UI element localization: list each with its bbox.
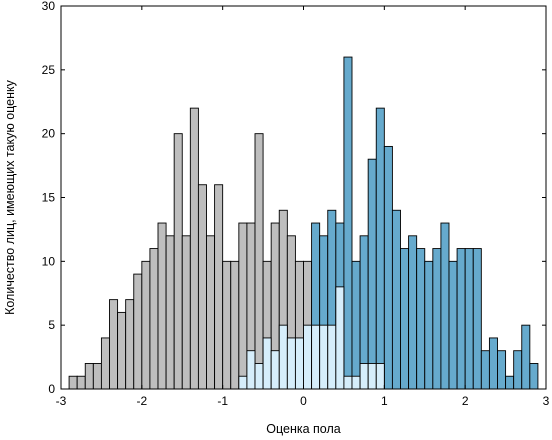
histogram-bar xyxy=(117,311,127,390)
histogram-bar xyxy=(351,260,361,390)
histogram-bar xyxy=(84,363,94,390)
x-tick-label: 1 xyxy=(381,394,388,408)
histogram-bar xyxy=(383,145,393,390)
histogram-bar xyxy=(505,375,515,390)
histogram-bar xyxy=(157,222,167,390)
histogram-bar xyxy=(335,286,345,390)
histogram-bar xyxy=(173,133,183,390)
histogram-bar xyxy=(181,235,191,390)
x-tick-label: 3 xyxy=(543,394,550,408)
histogram-bar xyxy=(400,248,410,390)
histogram-bar xyxy=(343,56,353,390)
histogram-bar xyxy=(303,324,313,390)
histogram-bar xyxy=(109,299,119,390)
histogram-bar xyxy=(76,375,86,390)
histogram-bar xyxy=(238,222,248,390)
y-axis-label: Количество лиц, имеющих такую оценку xyxy=(3,79,17,315)
y-tick-label: 15 xyxy=(42,191,56,205)
histogram-bar xyxy=(270,350,280,390)
histogram-bar xyxy=(456,248,466,390)
histogram-bar xyxy=(189,107,199,390)
histogram-bar xyxy=(165,235,175,390)
histogram-bar xyxy=(472,248,482,390)
y-tick-label: 0 xyxy=(48,382,55,396)
histogram-bar xyxy=(464,248,474,390)
histogram-bar xyxy=(440,222,450,390)
y-tick-label: 20 xyxy=(42,127,56,141)
total-bars-group xyxy=(68,56,539,390)
histogram-bar xyxy=(521,324,531,390)
histogram-bar xyxy=(222,260,232,390)
y-tick-label: 25 xyxy=(42,63,56,77)
histogram-bar xyxy=(424,260,434,390)
histogram-bar xyxy=(149,248,159,390)
histogram-bar xyxy=(367,158,377,390)
histogram-bar xyxy=(529,363,539,390)
x-tick-label: 2 xyxy=(462,394,469,408)
histogram-bar xyxy=(311,324,321,390)
histogram-bar xyxy=(319,324,329,390)
histogram-bar xyxy=(448,260,458,390)
histogram-bar xyxy=(230,260,240,390)
histogram-bar xyxy=(343,375,353,390)
x-axis-label: Оценка пола xyxy=(266,422,341,436)
histogram-bar xyxy=(513,350,523,390)
histogram-bar xyxy=(286,337,296,390)
histogram-bar xyxy=(125,299,135,390)
histogram-bar xyxy=(92,363,102,390)
histogram-bar xyxy=(278,324,288,390)
histogram-bar xyxy=(359,363,369,390)
histogram-bar xyxy=(141,260,151,390)
histogram-bar xyxy=(497,350,507,390)
histogram-bar xyxy=(254,363,264,390)
histogram-bar xyxy=(432,248,442,390)
x-tick-label: -2 xyxy=(136,394,147,408)
histogram-bar xyxy=(375,107,385,390)
y-tick-label: 10 xyxy=(42,254,56,268)
histogram-bar xyxy=(367,363,377,390)
histogram-bar xyxy=(68,375,78,390)
histogram-bar xyxy=(408,235,418,390)
histogram-bar xyxy=(197,184,207,390)
x-tick-label: 0 xyxy=(300,394,307,408)
histogram-bar xyxy=(133,273,143,390)
histogram-bar xyxy=(254,133,264,390)
histogram-bar xyxy=(416,248,426,390)
histogram-bar xyxy=(238,375,248,390)
histogram-bar xyxy=(375,363,385,390)
histogram-bar xyxy=(262,337,272,390)
histogram-bar xyxy=(206,235,216,390)
histogram-bar xyxy=(327,324,337,390)
y-tick-label: 5 xyxy=(48,318,55,332)
histogram-bar xyxy=(100,337,110,390)
histogram-bar xyxy=(246,350,256,390)
histogram-bar xyxy=(488,337,498,390)
histogram-bar xyxy=(214,184,224,390)
histogram-bar xyxy=(294,337,304,390)
histogram-bar xyxy=(391,209,401,390)
histogram-bar xyxy=(351,375,361,390)
x-tick-label: -1 xyxy=(217,394,228,408)
y-tick-label: 30 xyxy=(42,0,56,13)
histogram-bar xyxy=(480,350,490,390)
x-tick-label: -3 xyxy=(56,394,67,408)
